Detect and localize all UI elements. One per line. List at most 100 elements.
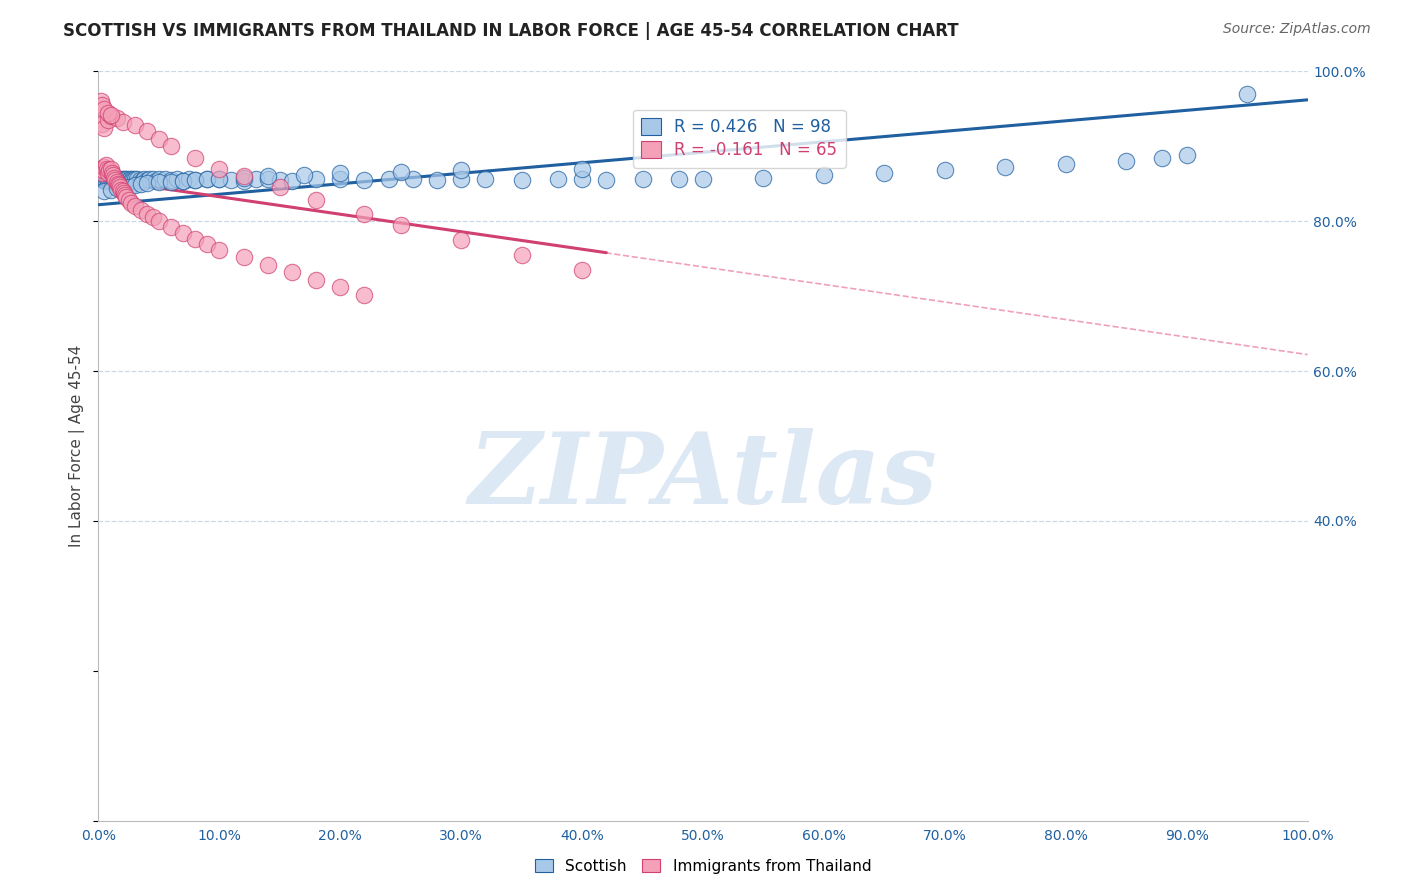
Point (571, 161, 593, 176)
Point (184, 232, 207, 246)
Point (128, 173, 150, 187)
Point (353, 173, 375, 187)
Point (256, 169, 278, 184)
Point (110, 174, 132, 188)
Point (329, 280, 352, 294)
Point (329, 172, 352, 186)
Point (256, 172, 278, 186)
Point (934, 163, 956, 178)
Point (93, 102, 115, 116)
Point (148, 171, 170, 186)
Point (121, 172, 143, 186)
Point (111, 180, 134, 194)
Point (184, 151, 207, 165)
Point (93, 184, 115, 198)
Point (172, 174, 194, 188)
Point (135, 173, 157, 187)
Point (208, 171, 231, 186)
Point (450, 233, 472, 247)
Point (124, 118, 146, 132)
Point (100, 172, 122, 186)
Point (114, 188, 136, 202)
Point (450, 171, 472, 186)
Point (208, 161, 231, 176)
Point (179, 172, 201, 186)
Point (118, 179, 141, 194)
Point (752, 170, 775, 185)
Point (245, 171, 267, 186)
Point (389, 165, 412, 179)
Point (172, 226, 194, 240)
Point (104, 171, 127, 186)
Point (100, 108, 122, 122)
Point (114, 171, 136, 186)
Point (93, 161, 115, 175)
Point (93, 120, 115, 135)
Point (474, 172, 496, 186)
Point (100, 165, 122, 179)
Point (135, 124, 157, 138)
Point (142, 211, 165, 225)
Point (353, 287, 375, 301)
Point (134, 172, 156, 186)
Point (120, 174, 142, 188)
Point (692, 171, 714, 186)
Point (97, 105, 120, 120)
Point (105, 111, 128, 125)
Point (101, 172, 124, 186)
Point (510, 173, 533, 187)
Point (510, 248, 533, 262)
Point (115, 174, 138, 188)
Point (571, 172, 593, 186)
Point (127, 172, 149, 186)
Point (994, 161, 1017, 175)
Point (90, 95, 112, 109)
Point (93, 171, 115, 186)
Point (184, 173, 207, 187)
Point (108, 173, 131, 187)
Point (450, 163, 472, 178)
Point (1175, 148, 1198, 162)
Text: Source: ZipAtlas.com: Source: ZipAtlas.com (1223, 22, 1371, 37)
Point (571, 263, 593, 277)
Point (100, 161, 122, 176)
Point (195, 171, 218, 186)
Point (160, 173, 183, 187)
Point (547, 171, 569, 186)
Legend: Scottish, Immigrants from Thailand: Scottish, Immigrants from Thailand (529, 853, 877, 880)
Point (108, 171, 131, 186)
Point (115, 190, 138, 204)
Point (135, 176, 157, 190)
Point (402, 172, 425, 186)
Point (292, 168, 315, 182)
Point (112, 186, 135, 200)
Text: SCOTTISH VS IMMIGRANTS FROM THAILAND IN LABOR FORCE | AGE 45-54 CORRELATION CHAR: SCOTTISH VS IMMIGRANTS FROM THAILAND IN … (63, 22, 959, 40)
Point (1115, 154, 1137, 169)
Point (160, 220, 183, 235)
Point (129, 177, 152, 191)
Point (184, 173, 207, 187)
Point (281, 174, 304, 188)
Point (256, 258, 278, 272)
Point (281, 265, 304, 279)
Point (138, 171, 160, 186)
Point (100, 183, 122, 197)
Legend: R = 0.426   N = 98, R = -0.161   N = 65: R = 0.426 N = 98, R = -0.161 N = 65 (633, 110, 846, 168)
Point (426, 173, 449, 187)
Point (631, 171, 654, 186)
Point (148, 175, 170, 189)
Point (269, 180, 291, 194)
Point (145, 174, 167, 188)
Point (148, 214, 170, 228)
Point (129, 202, 152, 217)
Point (232, 170, 254, 185)
Point (118, 193, 141, 207)
Point (104, 173, 127, 187)
Point (208, 172, 231, 186)
Point (103, 173, 125, 187)
Point (97, 113, 120, 128)
Point (91, 163, 114, 178)
Point (100, 174, 122, 188)
Point (94, 158, 117, 172)
Point (172, 174, 194, 188)
